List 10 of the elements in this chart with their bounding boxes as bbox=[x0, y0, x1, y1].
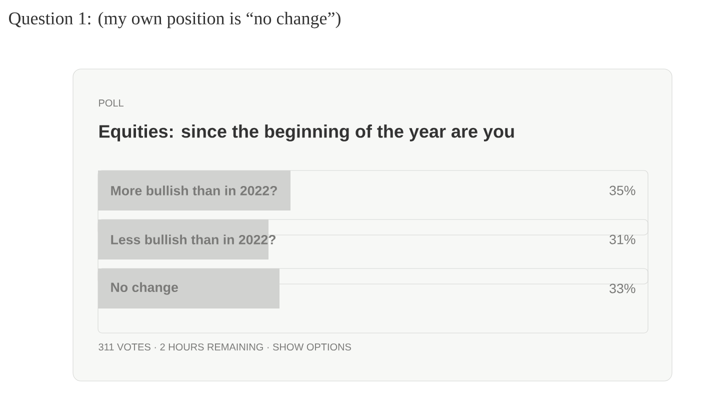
data-label: 35% bbox=[610, 186, 636, 196]
chart-subtitle: POLL bbox=[99, 99, 124, 107]
y-tick-label: Less bullish than in 2022? bbox=[111, 234, 276, 244]
data-label: 33% bbox=[610, 284, 636, 294]
chart-title: Equities: since the beginning of the year are you bbox=[99, 124, 514, 142]
text: Question 1: (my own position is “no change”) bbox=[9, 12, 340, 28]
y-tick-label: More bullish than in 2022? bbox=[111, 186, 277, 196]
text: 311 VOTES · 2 HOURS REMAINING · SHOW OPTIONS bbox=[98, 343, 351, 351]
data-label: 31% bbox=[610, 234, 636, 244]
y-tick-label: No change bbox=[111, 282, 178, 295]
